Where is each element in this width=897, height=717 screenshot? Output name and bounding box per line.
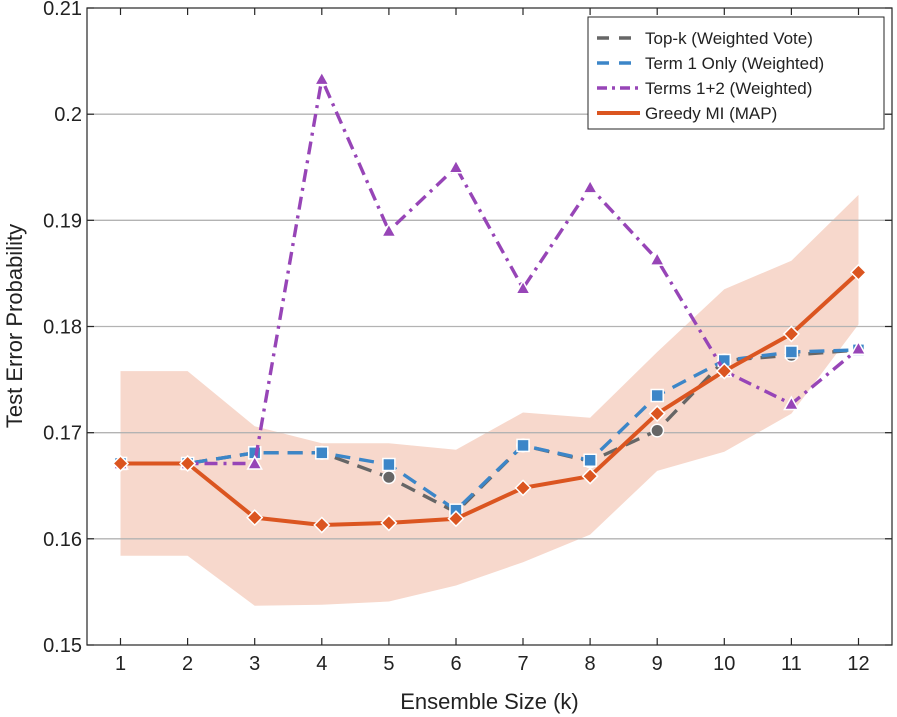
x-tick-label-3: 3 <box>249 653 260 675</box>
x-tick-label-6: 6 <box>450 653 461 675</box>
data-point-terms-1-2-weighted-3 <box>246 454 263 470</box>
confidence-band <box>120 194 859 606</box>
data-point-greedy-mi-map-10 <box>715 362 733 380</box>
y-tick-label-0.19: 0.19 <box>43 210 82 232</box>
series-line-greedy-mi-map <box>120 270 860 527</box>
data-point-greedy-mi-map-1 <box>111 454 130 473</box>
data-point-greedy-mi-map-11 <box>782 325 800 343</box>
confidence-band-layer <box>120 194 859 606</box>
data-point-terms-1-2-weighted-8 <box>581 178 599 194</box>
x-tick-label-1: 1 <box>115 653 126 675</box>
y-tick-label-0.2: 0.2 <box>54 104 82 126</box>
data-point-greedy-mi-map-7 <box>514 479 532 497</box>
legend-label-terms-1-2-weighted: Terms 1+2 (Weighted) <box>645 79 812 98</box>
data-point-greedy-mi-map-4 <box>313 516 331 534</box>
data-point-greedy-mi-map-3 <box>246 509 264 527</box>
data-point-terms-1-2-weighted-11 <box>783 395 800 411</box>
axis-ticks: 1 2 3 4 5 6 7 8 9 10 11 120.150.160.170.180.190.20.… <box>43 0 892 675</box>
data-point-terms-1-2-weighted-7 <box>514 279 532 295</box>
y-tick-label-0.21: 0.21 <box>43 0 82 20</box>
data-point-greedy-mi-map-2 <box>179 454 197 473</box>
data-point-greedy-mi-map-5 <box>380 514 398 532</box>
legend-label-top-k-weighted-vote: Top-k (Weighted Vote) <box>645 29 813 48</box>
y-tick-label-0.15: 0.15 <box>43 635 82 657</box>
data-point-terms-1-2-weighted-12 <box>850 340 867 356</box>
data-point-terms-1-2-weighted-5 <box>380 222 398 238</box>
data-point-terms-1-2-weighted-4 <box>313 70 331 86</box>
series-line-terms-1-2-weighted <box>120 77 860 466</box>
series-line-term-1-only-weighted <box>120 348 859 512</box>
x-tick-label-7: 7 <box>517 653 528 675</box>
data-point-term-1-only-weighted-4 <box>315 446 329 460</box>
x-tick-label-12: 12 <box>847 653 869 675</box>
x-axis-label: Ensemble Size (k) <box>400 689 579 714</box>
data-point-greedy-mi-map-6 <box>447 510 465 528</box>
legend: Top-k (Weighted Vote) Term 1 Only (Weight… <box>587 16 885 130</box>
data-point-term-1-only-weighted-8 <box>583 453 597 468</box>
x-tick-label-11: 11 <box>781 653 802 675</box>
series-layer <box>111 70 868 534</box>
x-tick-label-8: 8 <box>585 653 596 675</box>
data-point-top-k-weighted-vote-9 <box>650 423 665 438</box>
y-tick-label-0.18: 0.18 <box>43 317 82 339</box>
data-point-terms-1-2-weighted-9 <box>648 251 666 266</box>
data-point-term-1-only-weighted-5 <box>382 457 396 472</box>
y-tick-label-0.16: 0.16 <box>43 529 82 551</box>
legend-label-greedy-mi-map: Greedy MI (MAP) <box>645 104 777 123</box>
legend-box <box>587 16 885 130</box>
data-point-top-k-weighted-vote-5 <box>381 470 396 485</box>
data-point-terms-1-2-weighted-6 <box>447 158 465 174</box>
data-point-greedy-mi-map-9 <box>648 404 666 423</box>
y-axis-label: Test Error Probability <box>2 224 27 428</box>
data-point-term-1-only-weighted-11 <box>784 345 799 359</box>
data-point-term-1-only-weighted-9 <box>650 388 664 403</box>
data-point-greedy-mi-map-8 <box>581 467 599 485</box>
y-tick-label-0.17: 0.17 <box>43 423 82 445</box>
series-greedy-mi-map <box>111 263 868 534</box>
x-tick-label-9: 9 <box>652 653 663 675</box>
x-tick-label-4: 4 <box>316 653 327 675</box>
x-tick-label-5: 5 <box>383 653 394 675</box>
data-point-greedy-mi-map-12 <box>849 263 868 281</box>
x-tick-label-2: 2 <box>182 653 193 675</box>
data-point-term-1-only-weighted-7 <box>516 438 530 453</box>
legend-label-term-1-only-weighted: Term 1 Only (Weighted) <box>645 54 824 73</box>
x-tick-label-10: 10 <box>713 653 735 675</box>
